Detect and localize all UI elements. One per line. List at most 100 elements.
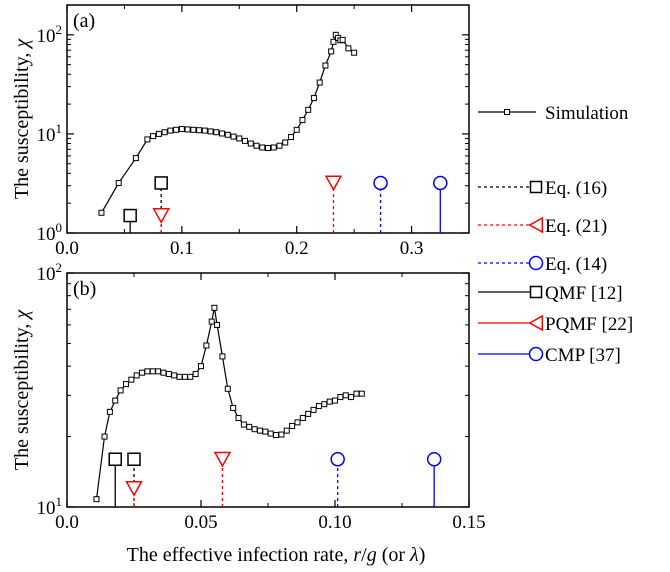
legend-marker	[528, 255, 544, 271]
simulation-point	[117, 387, 124, 394]
simulation-point	[240, 421, 247, 428]
threshold-markers-b	[108, 451, 442, 507]
simulation-series-a	[98, 31, 358, 216]
legend-marker	[528, 216, 544, 234]
simulation-point	[276, 142, 283, 149]
simulation-point	[173, 126, 180, 133]
simulation-point	[178, 126, 185, 133]
simulation-point	[259, 144, 266, 151]
simulation-point	[330, 38, 337, 45]
simulation-point	[211, 304, 218, 311]
simulation-point	[106, 408, 113, 415]
simulation-point	[273, 432, 280, 439]
simulation-point	[328, 48, 335, 55]
legend-label: CMP [37]	[545, 345, 621, 366]
simulation-point	[348, 394, 355, 401]
y-ticks-b: 101 102	[37, 260, 469, 519]
simulation-point	[192, 371, 199, 378]
simulation-point	[293, 126, 300, 133]
simulation-point	[315, 403, 322, 410]
legend-label: Eq. (14)	[545, 254, 607, 275]
legend-a: Simulation Eq. (16) Eq. (21) Eq. (14)	[478, 103, 629, 275]
legend-label: Eq. (16)	[545, 178, 607, 199]
simulation-point	[316, 79, 323, 86]
simulation-point	[139, 369, 146, 376]
simulation-point	[282, 139, 289, 146]
y-tick-label: 102	[37, 260, 63, 285]
panel-b: (b) The susceptibility, χ 0.0 0.05 0.10 0.1…	[11, 260, 486, 533]
simulation-point	[161, 129, 168, 136]
x-ticks-a: 0.0 0.1 0.2 0.3	[55, 5, 423, 259]
x-tick-label: 0.0	[55, 238, 79, 259]
simulation-point	[310, 406, 317, 413]
simulation-point	[133, 372, 140, 379]
panel-a: (a) The susceptibility, χ 0.0 0.1 0.2 0.3 1…	[11, 4, 470, 259]
simulation-point	[207, 128, 214, 135]
simulation-point	[267, 430, 274, 437]
y-tick-label: 101	[37, 494, 63, 519]
legend-marker	[504, 109, 510, 115]
simulation-point	[176, 373, 183, 380]
simulation-point	[219, 353, 226, 360]
x-tick-label: 0.3	[400, 238, 424, 259]
x-tick-label: 0.10	[318, 512, 351, 533]
simulation-point	[184, 126, 191, 133]
panel-label-a: (a)	[73, 10, 95, 32]
simulation-point	[326, 398, 333, 405]
x-ticks-b: 0.0 0.05 0.10 0.15	[55, 273, 486, 533]
legend-b: QMF [12] PQMF [22] CMP [37]	[478, 283, 633, 366]
simulation-point	[289, 422, 296, 429]
simulation-point	[224, 385, 231, 392]
threshold-marker	[426, 451, 442, 467]
threshold-marker	[433, 175, 448, 191]
threshold-marker	[125, 480, 143, 497]
simulation-point	[294, 419, 301, 426]
simulation-point	[256, 427, 263, 434]
threshold-marker	[152, 208, 170, 224]
threshold-markers-a	[123, 175, 448, 233]
legend-label: Eq. (21)	[545, 216, 607, 237]
simulation-point	[149, 368, 156, 375]
simulation-point	[155, 368, 162, 375]
simulation-point	[155, 130, 162, 137]
legend-label: Simulation	[545, 103, 629, 124]
simulation-point	[230, 133, 237, 140]
simulation-point	[351, 49, 358, 56]
simulation-point	[144, 136, 151, 143]
x-tick-label: 0.05	[184, 512, 217, 533]
threshold-marker	[330, 451, 345, 467]
simulation-point	[160, 369, 167, 376]
simulation-point	[253, 142, 260, 149]
simulation-point	[270, 144, 277, 151]
simulation-point	[358, 390, 365, 397]
simulation-point	[98, 209, 105, 216]
simulation-point	[342, 392, 349, 399]
legend-marker	[528, 346, 544, 362]
y-axis-label-a: The susceptibility, χ	[11, 38, 33, 199]
simulation-series-b	[93, 304, 365, 503]
simulation-point	[310, 95, 317, 102]
x-tick-label: 0.1	[170, 238, 194, 259]
simulation-point	[337, 394, 344, 401]
simulation-point	[219, 130, 226, 137]
simulation-point	[262, 428, 269, 435]
legend-marker	[529, 285, 543, 299]
simulation-point	[322, 62, 329, 69]
simulation-point	[115, 179, 122, 186]
plot-frame-a	[66, 4, 470, 234]
y-tick-label: 101	[37, 121, 63, 146]
simulation-point	[246, 423, 253, 430]
y-ticks-a: 100 101 102	[37, 22, 469, 245]
x-axis-label: The effective infection rate, r/g (or λ)	[127, 544, 426, 566]
simulation-point	[224, 131, 231, 138]
legend-label: PQMF [22]	[545, 314, 633, 335]
simulation-point	[144, 368, 151, 375]
simulation-point	[201, 127, 208, 134]
simulation-point	[128, 376, 135, 383]
simulation-point	[321, 401, 328, 408]
simulation-point	[167, 127, 174, 134]
simulation-point	[112, 397, 119, 404]
x-tick-label: 0.15	[452, 512, 485, 533]
simulation-point	[132, 155, 139, 162]
